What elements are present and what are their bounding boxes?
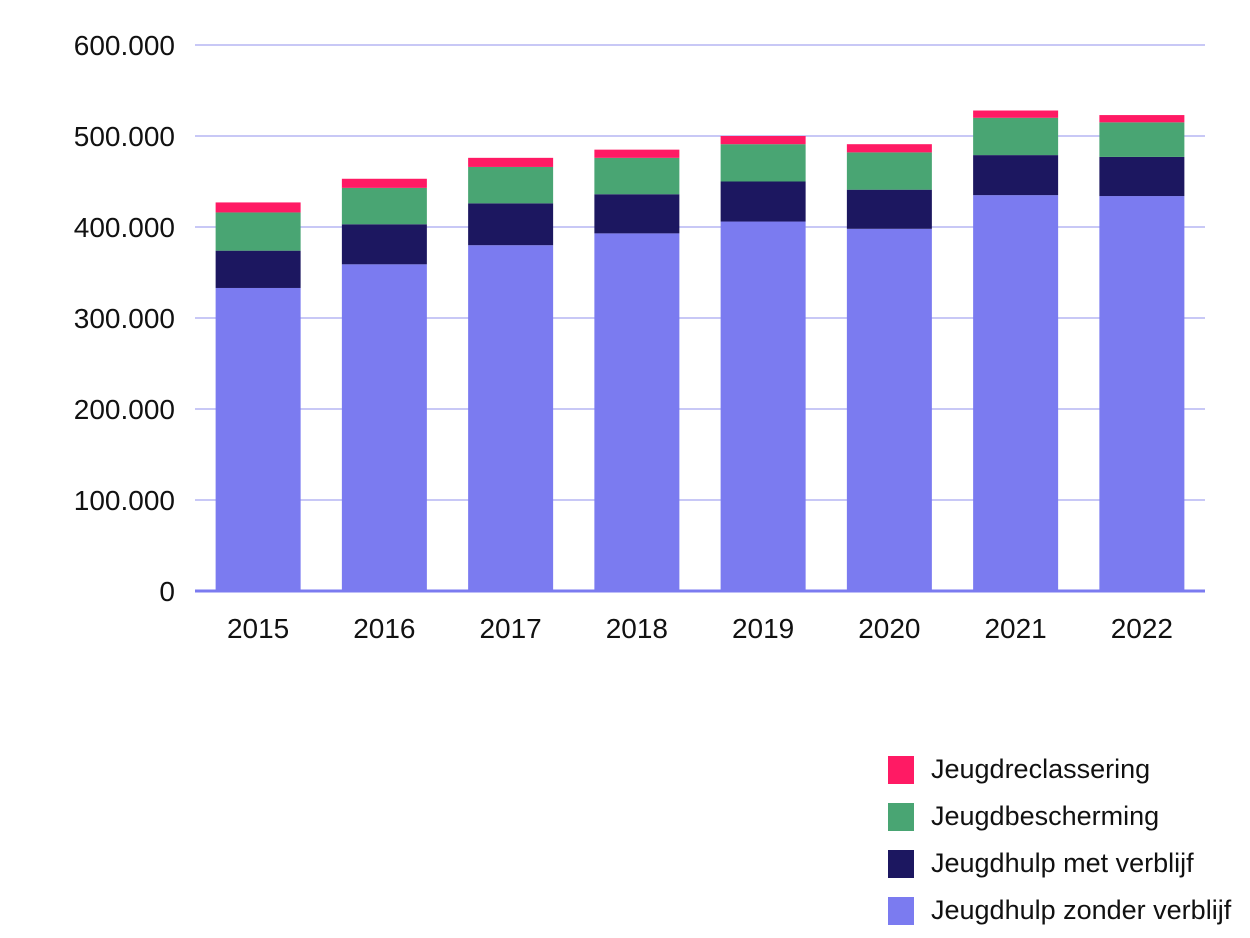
legend-label: Jeugdhulp zonder verblijf: [931, 895, 1232, 925]
bar-segment: [973, 155, 1059, 196]
x-tick-label: 2021: [984, 613, 1046, 644]
legend-item: Jeugdhulp zonder verblijf: [888, 887, 1231, 934]
legend-item: Jeugdreclassering: [888, 746, 1231, 793]
bar-segment: [720, 221, 806, 592]
x-tick-label: 2015: [227, 613, 289, 644]
bar-segment: [341, 187, 427, 225]
legend-swatch: [888, 849, 914, 878]
x-tick-label: 2022: [1111, 613, 1173, 644]
y-tick-label: 200.000: [74, 394, 175, 425]
bar-segment: [846, 189, 932, 229]
bar-segment: [215, 202, 301, 213]
bar-segment: [594, 157, 680, 195]
legend-label: Jeugdbescherming: [931, 801, 1160, 831]
y-tick-label: 500.000: [74, 121, 175, 152]
bars: [215, 110, 1185, 592]
bar-segment: [846, 228, 932, 591]
bar-segment: [1099, 122, 1185, 157]
bar-segment: [468, 166, 554, 204]
bar-segment: [341, 178, 427, 188]
bar-segment: [1099, 115, 1185, 123]
bar-segment: [1099, 196, 1185, 591]
y-tick-label: 600.000: [74, 30, 175, 61]
x-tick-label: 2019: [732, 613, 794, 644]
bar-segment: [973, 110, 1059, 118]
x-axis-tick-labels: 2015 2016 2017 2018 2019 2020 2021 2022: [227, 613, 1173, 644]
legend-swatch: [888, 896, 914, 925]
bar-segment: [846, 144, 932, 153]
bar-segment: [341, 264, 427, 591]
bar-segment: [720, 181, 806, 222]
bar-segment: [215, 287, 301, 591]
bar-segment: [720, 136, 806, 145]
y-tick-label: 100.000: [74, 485, 175, 516]
legend-item: Jeugdhulp met verblijf: [888, 840, 1231, 887]
legend-swatch: [888, 802, 914, 831]
bar-segment: [720, 144, 806, 182]
legend-item: Jeugdbescherming: [888, 793, 1231, 840]
y-tick-label: 0: [159, 576, 175, 607]
bar-segment: [846, 152, 932, 190]
bar-segment: [594, 149, 680, 158]
legend-label: Jeugdreclassering: [931, 754, 1151, 784]
bar-segment: [973, 117, 1059, 156]
x-tick-label: 2017: [479, 613, 541, 644]
x-tick-label: 2018: [606, 613, 668, 644]
bar-segment: [341, 224, 427, 265]
y-tick-label: 400.000: [74, 212, 175, 243]
legend-swatch: [888, 755, 914, 784]
bar-segment: [215, 212, 301, 251]
legend-label: Jeugdhulp met verblijf: [931, 848, 1194, 878]
x-tick-label: 2020: [858, 613, 920, 644]
bar-segment: [468, 157, 554, 167]
bar-segment: [973, 195, 1059, 591]
y-tick-label: 300.000: [74, 303, 175, 334]
y-axis-tick-labels: 0 100.000 200.000 300.000 400.000 500.000 600.…: [74, 30, 175, 607]
legend: Jeugdreclassering Jeugdbescherming Jeugdhu…: [888, 746, 1231, 934]
bar-segment: [215, 250, 301, 288]
bar-segment: [594, 194, 680, 234]
bar-segment: [1099, 156, 1185, 197]
bar-segment: [468, 203, 554, 246]
x-tick-label: 2016: [353, 613, 415, 644]
bar-segment: [468, 245, 554, 591]
bar-segment: [594, 233, 680, 591]
